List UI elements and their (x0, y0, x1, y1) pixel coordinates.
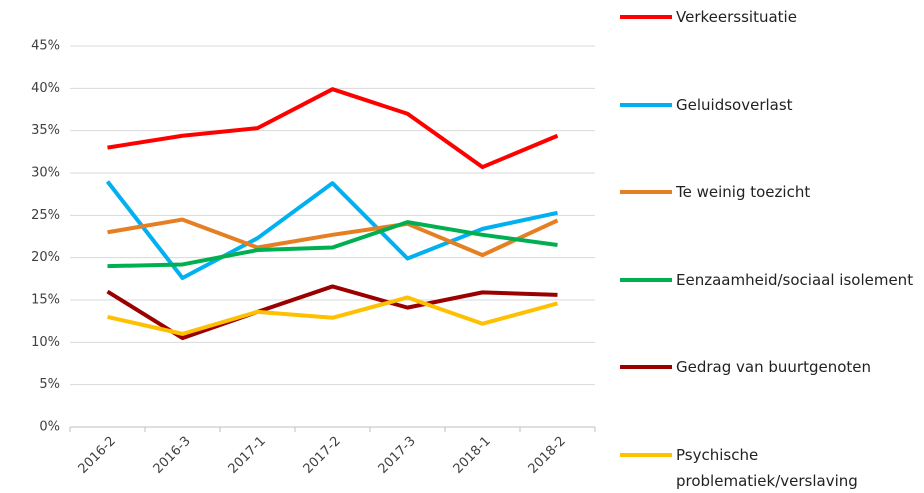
y-tick-label: 35% (31, 123, 60, 138)
x-tick-label: 2017-2 (301, 434, 344, 477)
legend-swatch (620, 190, 672, 195)
series-line (105, 180, 558, 280)
series-line (107, 220, 558, 269)
legend-label: Verkeerssituatie (676, 8, 797, 26)
x-tick-label: 2017-3 (376, 434, 419, 477)
x-tick-label: 2016-2 (76, 434, 119, 477)
series-line (107, 295, 559, 336)
legend-entry: Psychische problematiek/verslaving (620, 442, 920, 493)
x-tick-label: 2017-1 (226, 434, 269, 477)
legend-entry: Gedrag van buurtgenoten (620, 354, 920, 380)
legend-swatch (620, 277, 672, 282)
y-tick-label: 10% (31, 335, 60, 350)
y-tick-label: 20% (31, 250, 60, 265)
legend-swatch (620, 102, 672, 107)
legend-entry: Geluidsoverlast (620, 92, 920, 118)
legend-entry: Te weinig toezicht (620, 179, 920, 205)
legend-swatch (620, 15, 672, 19)
y-tick-label: 45% (31, 39, 60, 54)
legend-swatch (620, 453, 672, 457)
legend-label: Eenzaamheid/sociaal isolement (676, 270, 914, 289)
series-line (106, 284, 558, 341)
series-line (107, 217, 559, 258)
x-tick-label: 2016-3 (151, 434, 194, 477)
y-tick-label: 0% (39, 420, 60, 435)
legend-entry: Eenzaamheid/sociaal isolement (620, 267, 920, 293)
legend-entry: Verkeerssituatie (620, 4, 920, 30)
y-tick-label: 25% (31, 208, 60, 223)
legend-label: Psychische problematiek/verslaving (676, 446, 858, 490)
y-tick-label: 30% (31, 166, 60, 181)
y-tick-label: 40% (31, 81, 60, 96)
legend-swatch (620, 365, 672, 370)
series-line (107, 87, 559, 170)
legend-label: Geluidsoverlast (676, 95, 793, 114)
x-tick-label: 2018-1 (451, 434, 494, 477)
y-tick-label: 5% (39, 377, 60, 392)
legend-label: Te weinig toezicht (676, 183, 811, 202)
legend-label: Gedrag van buurtgenoten (676, 358, 871, 377)
x-tick-label: 2018-2 (526, 434, 569, 477)
y-tick-label: 15% (31, 293, 60, 308)
